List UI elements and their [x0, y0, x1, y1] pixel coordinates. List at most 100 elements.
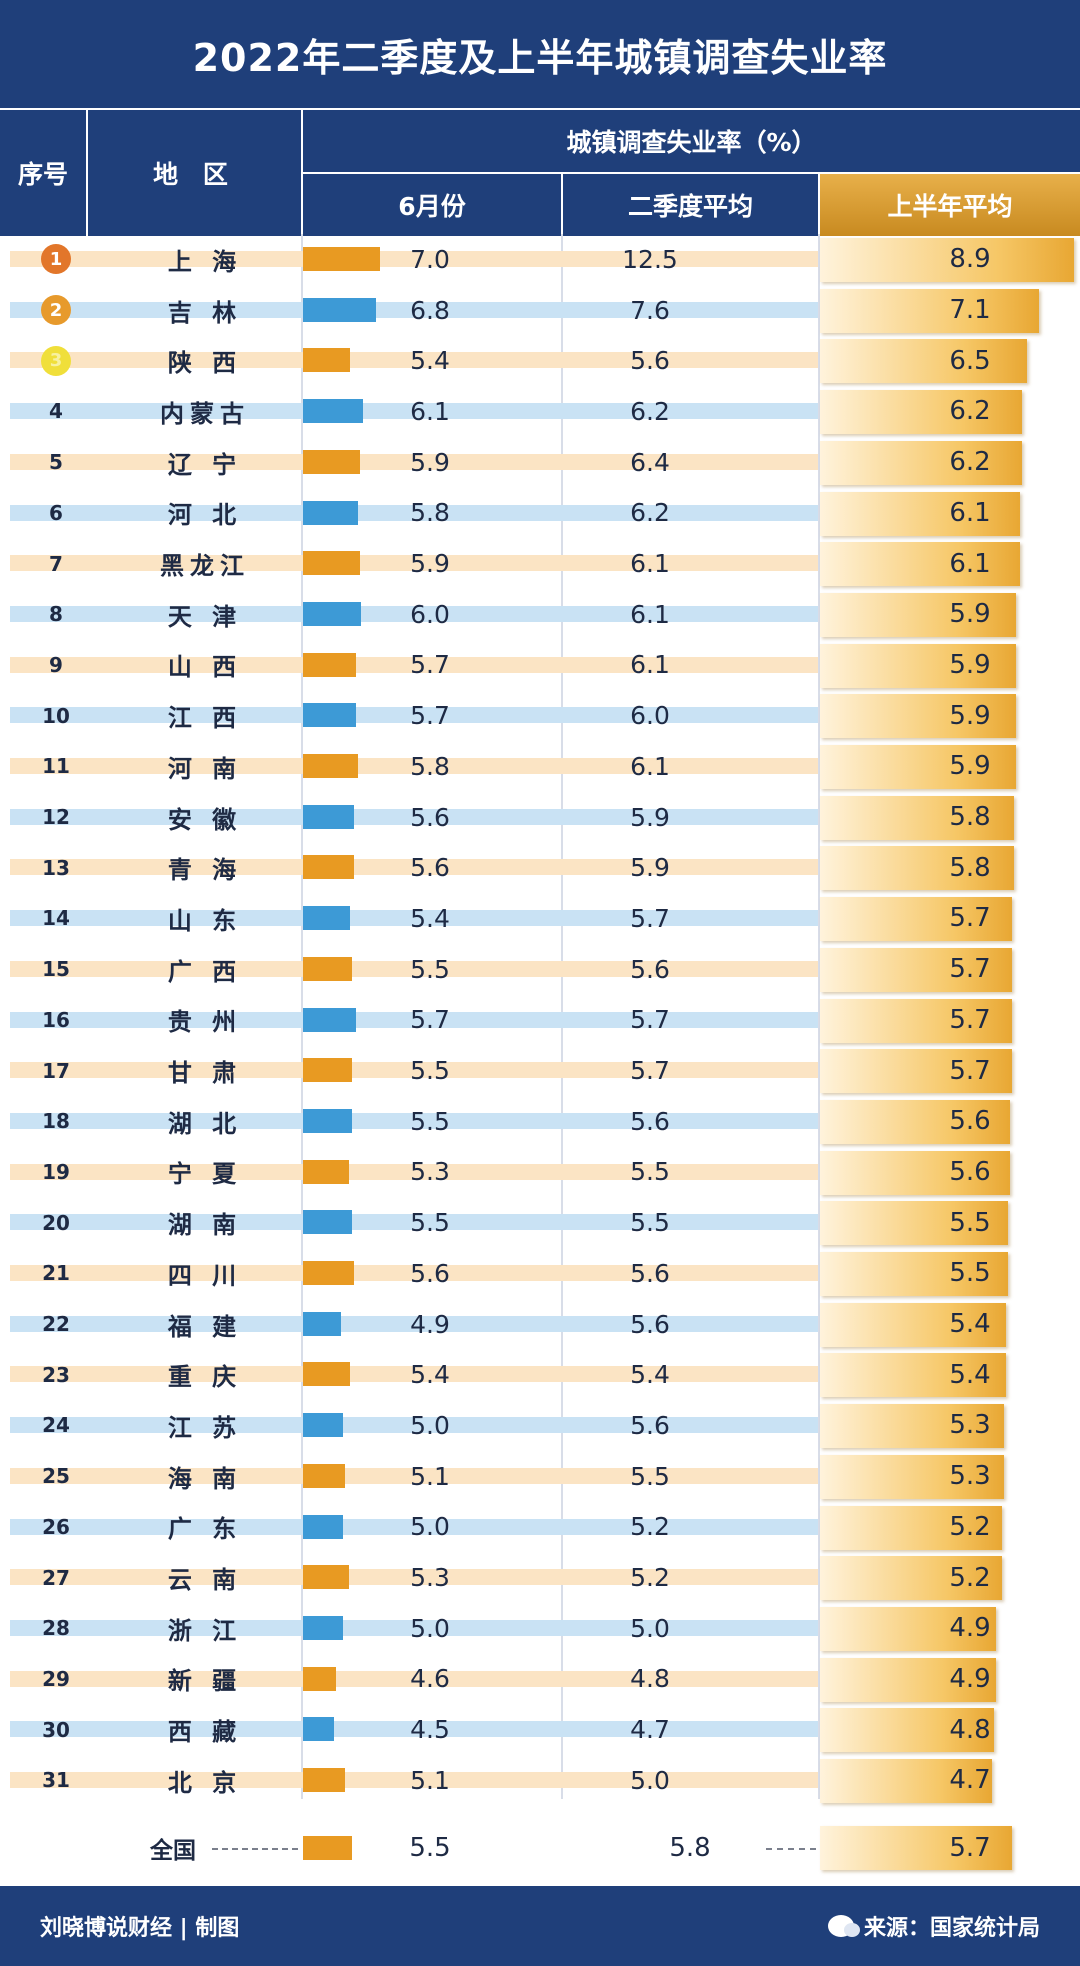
rank-number: 11 [42, 754, 70, 779]
rank-number: 7 [49, 551, 63, 576]
region-name: 安 徽 [167, 805, 243, 834]
region-name: 北 京 [167, 1768, 243, 1797]
h1-bar [820, 288, 1039, 333]
row-stripe [10, 1011, 818, 1028]
h1-value: 5.8 [949, 802, 991, 833]
june-bar [303, 297, 376, 322]
row-stripe [10, 758, 818, 774]
row-stripe [10, 1619, 818, 1636]
rank-number: 19 [42, 1159, 70, 1184]
h1-value: 4.7 [949, 1765, 991, 1796]
h1-bar [820, 1759, 992, 1803]
table-row: 16 贵 州 5.7 5.7 5.7 [0, 995, 1080, 1046]
h1-value: 6.2 [949, 447, 991, 478]
table-row: 17 甘 肃 5.5 5.7 5.7 [0, 1045, 1080, 1096]
june-value: 5.1 [410, 1765, 450, 1795]
national-q2-value: 5.8 [669, 1833, 711, 1863]
h1-bar [820, 1353, 1006, 1398]
june-value: 5.4 [410, 903, 450, 933]
rank-number: 24 [42, 1413, 70, 1438]
table-row: 27 云 南 5.3 5.2 5.2 [0, 1552, 1080, 1603]
h1-value: 5.5 [949, 1258, 991, 1289]
region-name: 福 建 [167, 1312, 243, 1341]
h1-value: 5.7 [949, 1004, 991, 1035]
june-bar [303, 1413, 343, 1438]
h1-value: 5.7 [949, 954, 991, 985]
h1-value: 5.7 [949, 1055, 991, 1086]
region-name: 江 苏 [167, 1413, 243, 1442]
june-value: 5.5 [410, 1208, 450, 1238]
table-row: 25 海 南 5.1 5.5 5.3 [0, 1451, 1080, 1502]
june-value: 6.1 [410, 396, 450, 426]
region-name: 陕 西 [167, 349, 243, 378]
rank-number: 16 [42, 1007, 70, 1032]
row-stripe [10, 301, 818, 318]
row-stripe [10, 910, 818, 927]
h1-bar [820, 897, 1012, 942]
june-bar [303, 804, 354, 829]
june-bar [303, 906, 350, 931]
rank-number: 21 [42, 1261, 70, 1286]
june-bar [303, 1362, 350, 1387]
table-row: 21 四 川 5.6 5.6 5.5 [0, 1248, 1080, 1299]
h1-bar [820, 339, 1027, 384]
june-bar [303, 601, 361, 626]
june-bar [303, 1058, 352, 1083]
q2-value: 5.4 [630, 1360, 670, 1390]
table-row: 26 广 东 5.0 5.2 5.2 [0, 1502, 1080, 1553]
june-value: 5.9 [410, 447, 450, 477]
june-value: 5.1 [410, 1461, 450, 1491]
june-bar [303, 449, 360, 474]
q2-value: 5.7 [630, 1005, 670, 1035]
row-stripe [10, 251, 818, 267]
footer-source: 来源：国家统计局 [818, 1886, 1040, 1966]
region-name: 河 北 [167, 501, 243, 530]
rank-number: 28 [42, 1616, 70, 1641]
h1-value: 5.3 [949, 1461, 991, 1492]
q2-value: 5.6 [630, 1309, 670, 1339]
region-name: 青 海 [167, 856, 243, 885]
national-june-bar [303, 1836, 352, 1860]
rank-number: 6 [49, 500, 63, 525]
june-value: 7.0 [410, 244, 450, 274]
h1-bar [820, 1454, 1004, 1499]
q2-value: 12.5 [622, 244, 678, 274]
region-name: 广 东 [167, 1515, 243, 1544]
june-bar [303, 1615, 343, 1640]
q2-value: 5.0 [630, 1765, 670, 1795]
q2-value: 4.7 [630, 1715, 670, 1745]
rank-number: 17 [42, 1058, 70, 1083]
h1-bar [820, 1708, 994, 1753]
row-stripe [10, 1417, 818, 1434]
h1-value: 5.4 [949, 1359, 991, 1390]
h1-value: 5.9 [949, 751, 991, 782]
h1-value: 8.9 [949, 244, 991, 275]
region-name: 内蒙古 [160, 399, 250, 428]
h1-value: 5.9 [949, 649, 991, 680]
row-stripe [10, 960, 818, 977]
q2-value: 5.6 [630, 954, 670, 984]
june-value: 6.8 [410, 295, 450, 325]
h1-bar [820, 440, 1022, 485]
table-row: 5 辽 宁 5.9 6.4 6.2 [0, 437, 1080, 488]
june-bar [303, 855, 354, 880]
h1-value: 5.3 [949, 1410, 991, 1441]
h1-value: 5.9 [949, 700, 991, 731]
row-stripe [10, 352, 818, 369]
june-bar [303, 399, 363, 424]
region-name: 上 海 [167, 247, 243, 276]
chart-title: 2022年二季度及上半年城镇调查失业率 [0, 0, 1080, 108]
q2-value: 6.1 [630, 599, 670, 629]
june-value: 5.4 [410, 346, 450, 376]
rank-number: 8 [49, 602, 63, 627]
region-name: 重 庆 [167, 1363, 243, 1392]
row-stripe [10, 403, 818, 420]
rank-number: 10 [42, 703, 70, 728]
row-stripe [10, 808, 818, 825]
q2-value: 5.7 [630, 903, 670, 933]
h1-bar [820, 846, 1014, 891]
h1-value: 5.2 [949, 1562, 991, 1593]
q2-value: 5.9 [630, 853, 670, 883]
row-stripe [10, 1670, 818, 1687]
region-name: 云 南 [167, 1566, 243, 1595]
